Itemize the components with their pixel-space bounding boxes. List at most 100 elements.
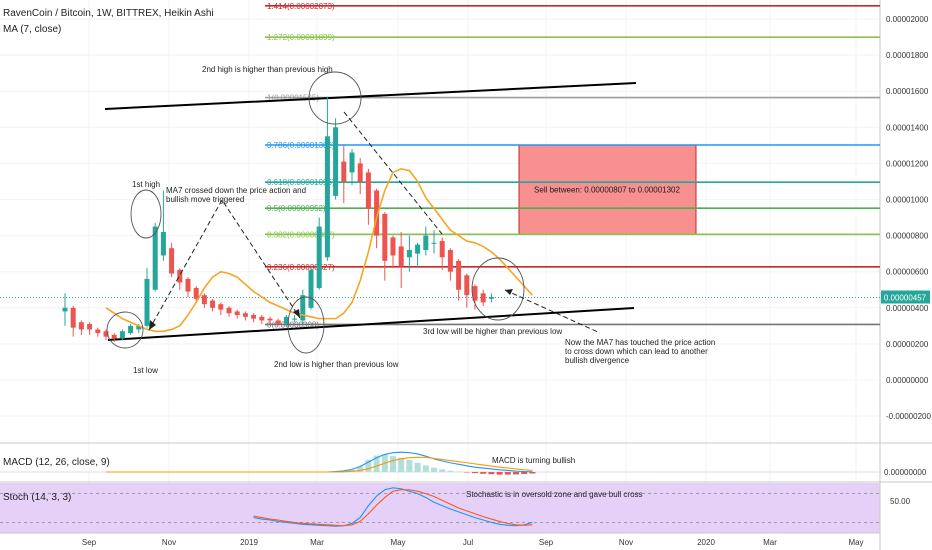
macd-histogram-bar bbox=[521, 472, 528, 474]
arrow-heads bbox=[149, 289, 513, 330]
annotation-line: to cross down which can lead to another bbox=[565, 347, 708, 356]
time-tick-label: Jul bbox=[463, 538, 473, 547]
time-tick-label: 2019 bbox=[240, 538, 258, 547]
candle-body bbox=[464, 275, 470, 296]
price-tick-label: 0.00000000 bbox=[886, 376, 929, 385]
macd-histogram-bar bbox=[406, 459, 413, 472]
fib-level-label: 0.786(0.00001302) bbox=[267, 141, 335, 150]
last-price-tag: 0.00000457 bbox=[881, 290, 930, 304]
candles bbox=[62, 96, 494, 343]
candle-body bbox=[447, 250, 453, 272]
time-tick-label: 2020 bbox=[697, 538, 715, 547]
candle-body bbox=[382, 213, 388, 261]
macd-histogram-bar bbox=[488, 472, 495, 475]
candle-body bbox=[349, 152, 355, 173]
fib-level-label: 1.272(0.00001899) bbox=[267, 33, 335, 42]
lower-trend-line[interactable] bbox=[107, 307, 635, 341]
arrow-head-2 bbox=[293, 309, 300, 318]
macd-histogram-bar bbox=[447, 470, 454, 472]
fib-level-label: 1(0.00001565) bbox=[267, 94, 319, 103]
time-tick-label: Nov bbox=[619, 538, 633, 547]
candle-body bbox=[423, 235, 429, 251]
time-tick-label: Nov bbox=[162, 538, 176, 547]
macd-histogram-bar bbox=[439, 469, 446, 472]
candle-body bbox=[390, 237, 396, 256]
second-low-circle[interactable] bbox=[287, 296, 325, 354]
third-low-circle[interactable] bbox=[471, 257, 525, 321]
upper-trend-line[interactable] bbox=[104, 82, 637, 110]
candle-body bbox=[234, 311, 240, 316]
time-tick-label: Mar bbox=[310, 538, 324, 547]
macd-histogram-bar bbox=[431, 467, 437, 472]
candle-body bbox=[78, 322, 84, 330]
candle-body bbox=[259, 316, 265, 321]
macd-histogram-bar bbox=[422, 465, 429, 472]
arrow-decline[interactable] bbox=[343, 111, 443, 235]
sell-zone-label: Sell between: 0.00000807 to 0.00001302 bbox=[534, 186, 680, 195]
candle-body bbox=[431, 242, 437, 244]
macd-histogram-bar bbox=[496, 472, 503, 475]
third-low-label: 3rd low will be higher than previous low bbox=[423, 327, 562, 336]
price-tick-label: 0.00002000 bbox=[886, 15, 929, 24]
candle-body bbox=[292, 318, 298, 320]
arrow-ma7-cross[interactable] bbox=[148, 199, 301, 331]
candle-body bbox=[275, 320, 281, 325]
macd-note: MACD is turning bullish bbox=[492, 456, 575, 465]
price-tick-label: -0.00000200 bbox=[886, 412, 931, 421]
first-high-circle[interactable] bbox=[130, 189, 162, 239]
annotation-line: Now the MA7 has touched the price action bbox=[565, 338, 715, 347]
macd-pane-label: MACD (12, 26, close, 9) bbox=[3, 457, 110, 468]
macd-histogram-bar bbox=[513, 472, 519, 475]
first-low-label: 1st low bbox=[133, 366, 158, 375]
candle-body bbox=[62, 307, 68, 312]
second-high-circle[interactable] bbox=[308, 71, 362, 125]
time-tick-label: Sep bbox=[539, 538, 554, 547]
arrow-head-1 bbox=[149, 320, 156, 330]
candle-body bbox=[111, 334, 117, 339]
time-tick-label: Sep bbox=[82, 538, 97, 547]
candle-body bbox=[218, 304, 224, 310]
candle-body bbox=[439, 241, 445, 258]
candle-body bbox=[472, 286, 478, 301]
candle-body bbox=[308, 269, 314, 308]
price-axis[interactable]: 0.00002000 0.00001800 0.00001600 0.00001400… bbox=[886, 15, 931, 421]
fib-level-label: 0.236(0.00000627) bbox=[267, 263, 335, 272]
candle-body bbox=[201, 295, 207, 305]
candle-body bbox=[406, 250, 412, 258]
stoch-axis-label: 50.00 bbox=[890, 497, 911, 506]
last-price-tag-background bbox=[881, 290, 930, 304]
chart-title: RavenCoin / Bitcoin, 1W, BITTREX, Heikin… bbox=[3, 8, 214, 19]
first-low-circle[interactable] bbox=[106, 311, 144, 349]
candle-body bbox=[374, 190, 380, 236]
sell-zone-rectangle[interactable] bbox=[518, 144, 697, 235]
price-tick-label: 0.00000200 bbox=[886, 340, 929, 349]
candle-body bbox=[357, 163, 363, 182]
annotation-line: bullish divergence bbox=[565, 356, 630, 365]
sell-zone[interactable]: Sell between: 0.00000807 to 0.00001302 bbox=[518, 144, 697, 235]
macd-histogram-bar bbox=[504, 472, 511, 475]
dashed-arrows[interactable] bbox=[148, 111, 601, 334]
macd-pane bbox=[0, 451, 880, 475]
ma7-line[interactable] bbox=[105, 167, 533, 333]
time-tick-label: Mar bbox=[763, 538, 777, 547]
candle-body bbox=[316, 226, 322, 288]
stoch-note: Stochastic is in oversold zone and gave … bbox=[466, 490, 643, 499]
fibonacci-levels[interactable]: 1.414(0.00002073) 1.272(0.00001899) 1(0.00… bbox=[265, 2, 880, 330]
candle-body bbox=[333, 127, 339, 196]
last-price-tag-text: 0.00000457 bbox=[884, 294, 927, 303]
candle-body bbox=[226, 307, 232, 314]
candle-body bbox=[488, 296, 494, 299]
ma-legend-label: MA (7, close) bbox=[3, 24, 61, 35]
price-tick-label: 0.00000800 bbox=[886, 232, 929, 241]
stoch-k-line bbox=[253, 487, 533, 527]
macd-histogram-bar bbox=[480, 472, 487, 474]
time-axis[interactable]: Sep Nov 2019 Mar May Jul Sep Nov 2020 Mar May bbox=[82, 538, 864, 547]
annotation-line: bullish move triggered bbox=[166, 195, 244, 204]
stoch-pane-background bbox=[0, 483, 880, 533]
fib-level-label: 0.5(0.00000952) bbox=[267, 204, 326, 213]
candle-body bbox=[185, 278, 191, 292]
candle-body bbox=[177, 269, 183, 283]
arrow-projection[interactable] bbox=[504, 289, 601, 334]
